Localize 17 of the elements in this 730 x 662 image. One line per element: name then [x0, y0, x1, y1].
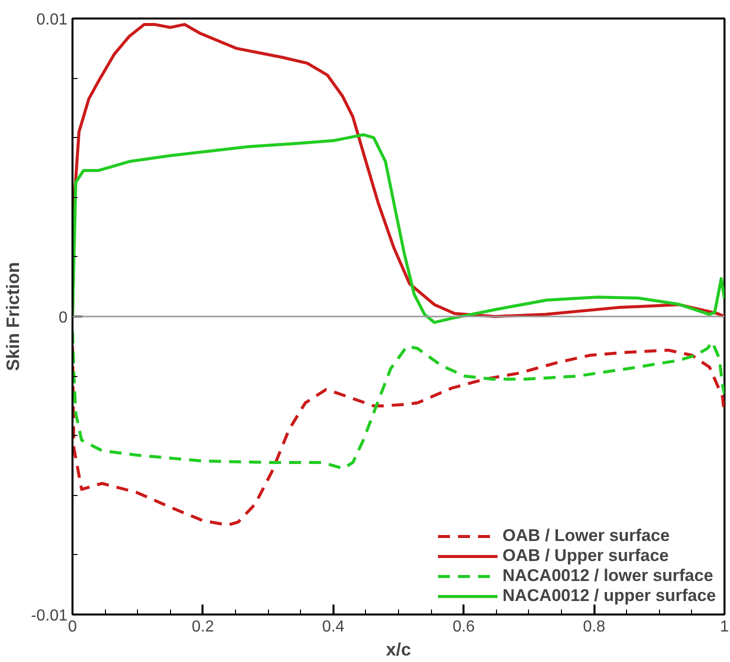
legend-label: OAB / Upper surface	[502, 546, 669, 566]
y-tick-label: -0.01	[31, 608, 68, 624]
y-tick-label: 0	[58, 310, 68, 326]
legend-label: OAB / Lower surface	[502, 526, 670, 546]
y-tick-label: 0.01	[36, 12, 68, 28]
x-tick-label: 0.8	[582, 618, 606, 636]
legend-label: NACA0012 / upper surface	[502, 586, 716, 606]
y-axis-title: Skin Friction	[3, 262, 24, 372]
x-axis-title: x/c	[386, 640, 412, 660]
x-tick-label: 0.2	[192, 618, 214, 636]
legend-label: NACA0012 / lower surface	[502, 566, 714, 586]
x-tick-label: 1	[720, 618, 730, 636]
x-tick-label: 0.6	[452, 618, 475, 636]
x-tick-label: 0.4	[322, 618, 345, 636]
line-series	[72, 330, 724, 470]
line-series	[72, 133, 724, 324]
line-series	[72, 344, 724, 527]
